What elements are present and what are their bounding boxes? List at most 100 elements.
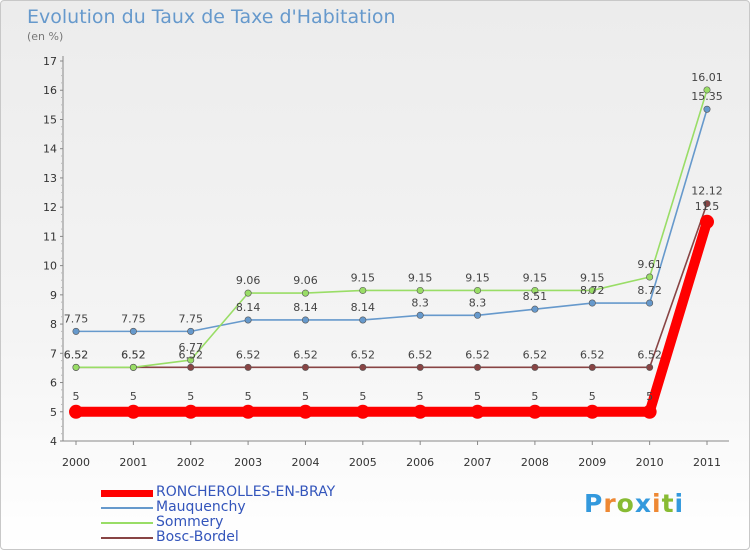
data-label: 5 xyxy=(245,390,252,403)
data-label: 7.75 xyxy=(178,312,203,325)
x-tick-label: 2004 xyxy=(291,456,319,469)
chart-title: Evolution du Taux de Taxe d'Habitation xyxy=(27,6,396,28)
y-tick-label: 5 xyxy=(50,406,57,419)
value-labels: 5 5 5 5 5 5 5 5 5 5 5 11.5 7.75 7.75 7.75 8.14 8.14 8.14 8… xyxy=(64,71,723,403)
data-point xyxy=(183,404,198,419)
data-point xyxy=(244,316,252,324)
data-label: 16.01 xyxy=(691,71,723,84)
data-label: 6.52 xyxy=(293,348,318,361)
data-label: 8.3 xyxy=(469,296,487,309)
y-tick-label: 15 xyxy=(43,113,57,126)
logo-letter: P xyxy=(584,489,604,518)
series-points xyxy=(69,86,714,419)
data-point xyxy=(416,311,424,319)
x-tick-label: 2011 xyxy=(693,456,721,469)
x-tick-label: 2008 xyxy=(521,456,549,469)
logo-letter: i xyxy=(652,489,662,518)
data-point xyxy=(298,404,313,419)
data-label: 6.52 xyxy=(64,348,89,361)
legend-label: RONCHEROLLES-EN-BRAY xyxy=(156,484,336,500)
y-tick-label: 6 xyxy=(50,377,57,390)
x-tick-label: 2001 xyxy=(119,456,147,469)
data-label: 8.14 xyxy=(293,301,318,314)
y-tick-label: 17 xyxy=(43,55,57,68)
data-point xyxy=(69,404,83,419)
data-point xyxy=(355,404,370,419)
data-point xyxy=(126,404,141,419)
legend-swatch xyxy=(101,537,153,539)
data-point xyxy=(301,363,309,371)
logo-letter: r xyxy=(603,489,617,518)
data-label: 6.52 xyxy=(121,348,146,361)
data-point xyxy=(72,327,80,335)
data-point xyxy=(474,311,482,319)
data-label: 8.14 xyxy=(236,301,261,314)
legend: RONCHEROLLES-EN-BRAY Mauquenchy Sommery Bos… xyxy=(101,484,421,545)
y-tick-label: 9 xyxy=(50,289,57,302)
data-point xyxy=(474,286,482,294)
data-label: 5 xyxy=(646,390,653,403)
data-point xyxy=(241,404,256,419)
data-point xyxy=(129,363,137,371)
data-label: 5 xyxy=(531,390,538,403)
y-tick-label: 10 xyxy=(43,260,57,273)
axes: 4 5 6 7 8 9 10 11 12 13 14 15 16 17 2000 2001 2002 2003 20… xyxy=(43,55,729,469)
y-tick-label: 13 xyxy=(43,172,57,185)
data-label: 9.15 xyxy=(580,271,605,284)
data-point xyxy=(646,363,654,371)
data-label: 9.15 xyxy=(465,271,490,284)
data-point xyxy=(416,363,424,371)
chart-subtitle: (en %) xyxy=(27,30,64,43)
data-label: 9.06 xyxy=(236,274,261,287)
series-line-0 xyxy=(71,216,712,417)
data-label: 5 xyxy=(130,390,137,403)
data-point xyxy=(588,299,596,307)
data-point xyxy=(129,327,137,335)
data-point xyxy=(187,356,195,364)
data-label: 6.77 xyxy=(178,341,203,354)
legend-label: Bosc-Bordel xyxy=(156,529,239,545)
y-tick-label: 7 xyxy=(50,347,57,360)
data-label: 8.72 xyxy=(637,284,662,297)
logo-letter: x xyxy=(634,489,652,518)
series-line-2 xyxy=(75,89,708,369)
legend-item: Bosc-Bordel xyxy=(101,529,421,545)
data-point xyxy=(301,316,309,324)
data-point xyxy=(470,404,485,419)
data-label: 6.52 xyxy=(637,348,662,361)
data-label: 7.75 xyxy=(64,312,89,325)
proxiti-logo: Proxiti xyxy=(584,489,684,518)
data-label: 8.3 xyxy=(411,296,429,309)
series-line-3 xyxy=(75,202,708,369)
data-label: 8.14 xyxy=(351,301,376,314)
data-label: 9.15 xyxy=(408,271,433,284)
data-point xyxy=(531,363,539,371)
legend-swatch xyxy=(101,522,153,524)
data-point xyxy=(703,86,711,94)
data-point xyxy=(474,363,482,371)
data-point xyxy=(187,363,195,371)
data-point xyxy=(703,105,711,113)
data-point xyxy=(244,289,252,297)
legend-label: Mauquenchy xyxy=(156,499,246,515)
y-tick-label: 4 xyxy=(50,435,57,448)
data-label: 6.52 xyxy=(523,348,548,361)
legend-swatch xyxy=(101,489,153,497)
data-point xyxy=(588,286,596,294)
data-point xyxy=(413,404,428,419)
data-label: 9.15 xyxy=(351,271,376,284)
data-label: 9.15 xyxy=(523,271,548,284)
data-label: 6.52 xyxy=(64,348,89,361)
y-tick-label: 8 xyxy=(50,318,57,331)
data-label: 5 xyxy=(302,390,309,403)
data-label: 5 xyxy=(359,390,366,403)
data-label: 11.5 xyxy=(695,200,720,213)
x-tick-label: 2002 xyxy=(177,456,205,469)
data-label: 5 xyxy=(474,390,481,403)
data-point xyxy=(416,286,424,294)
legend-item: Sommery xyxy=(101,514,421,530)
data-point xyxy=(359,363,367,371)
x-tick-label: 2000 xyxy=(62,456,90,469)
data-point xyxy=(585,404,600,419)
